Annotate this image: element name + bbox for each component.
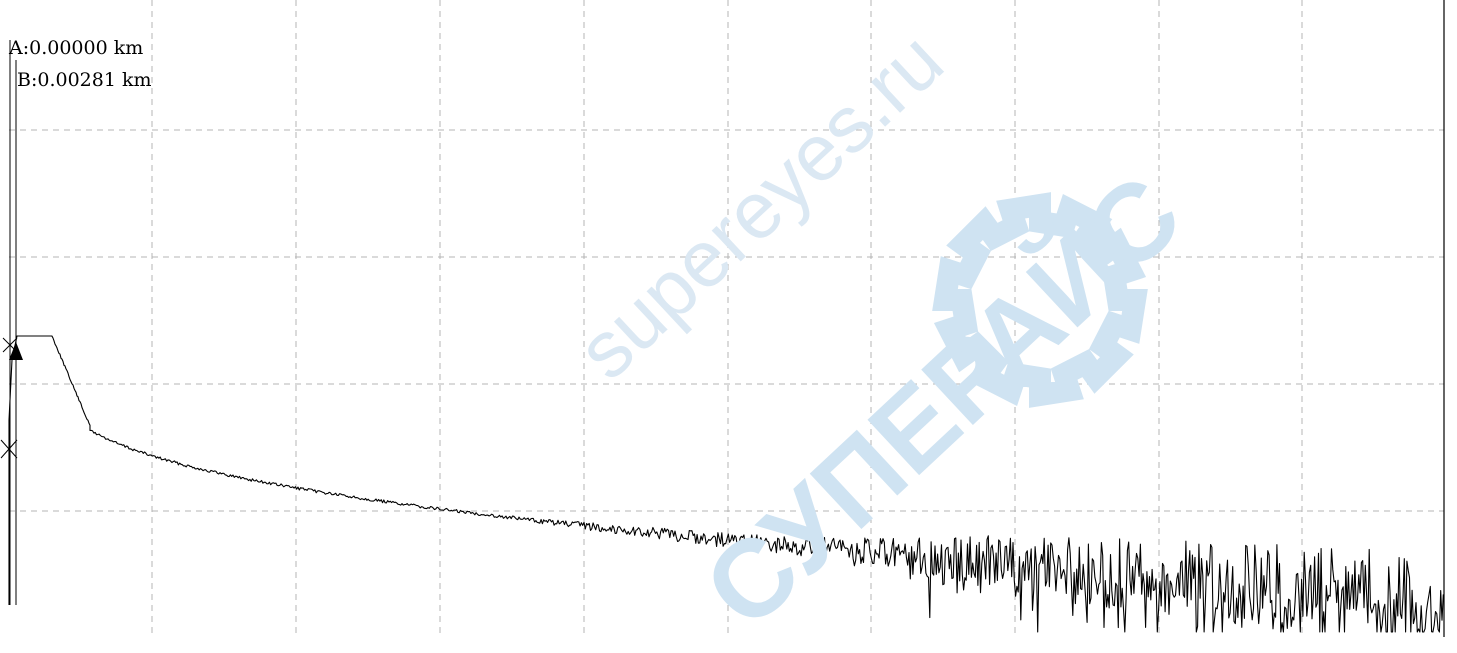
x-marker-stroke <box>2 337 18 353</box>
gear-logo-icon <box>932 192 1148 408</box>
cursor-b-readout: B:0.00281 km <box>17 69 152 91</box>
cursor-a-readout: A:0.00000 km <box>9 37 144 59</box>
trace-line <box>8 335 1444 633</box>
otdr-trace-chart[interactable] <box>0 0 1457 637</box>
grid <box>9 0 1444 637</box>
x-marker-stroke <box>0 439 18 459</box>
gear-shape <box>932 192 1148 408</box>
triangle-marker-icon[interactable] <box>9 342 23 360</box>
cursor-lines[interactable] <box>0 40 23 605</box>
